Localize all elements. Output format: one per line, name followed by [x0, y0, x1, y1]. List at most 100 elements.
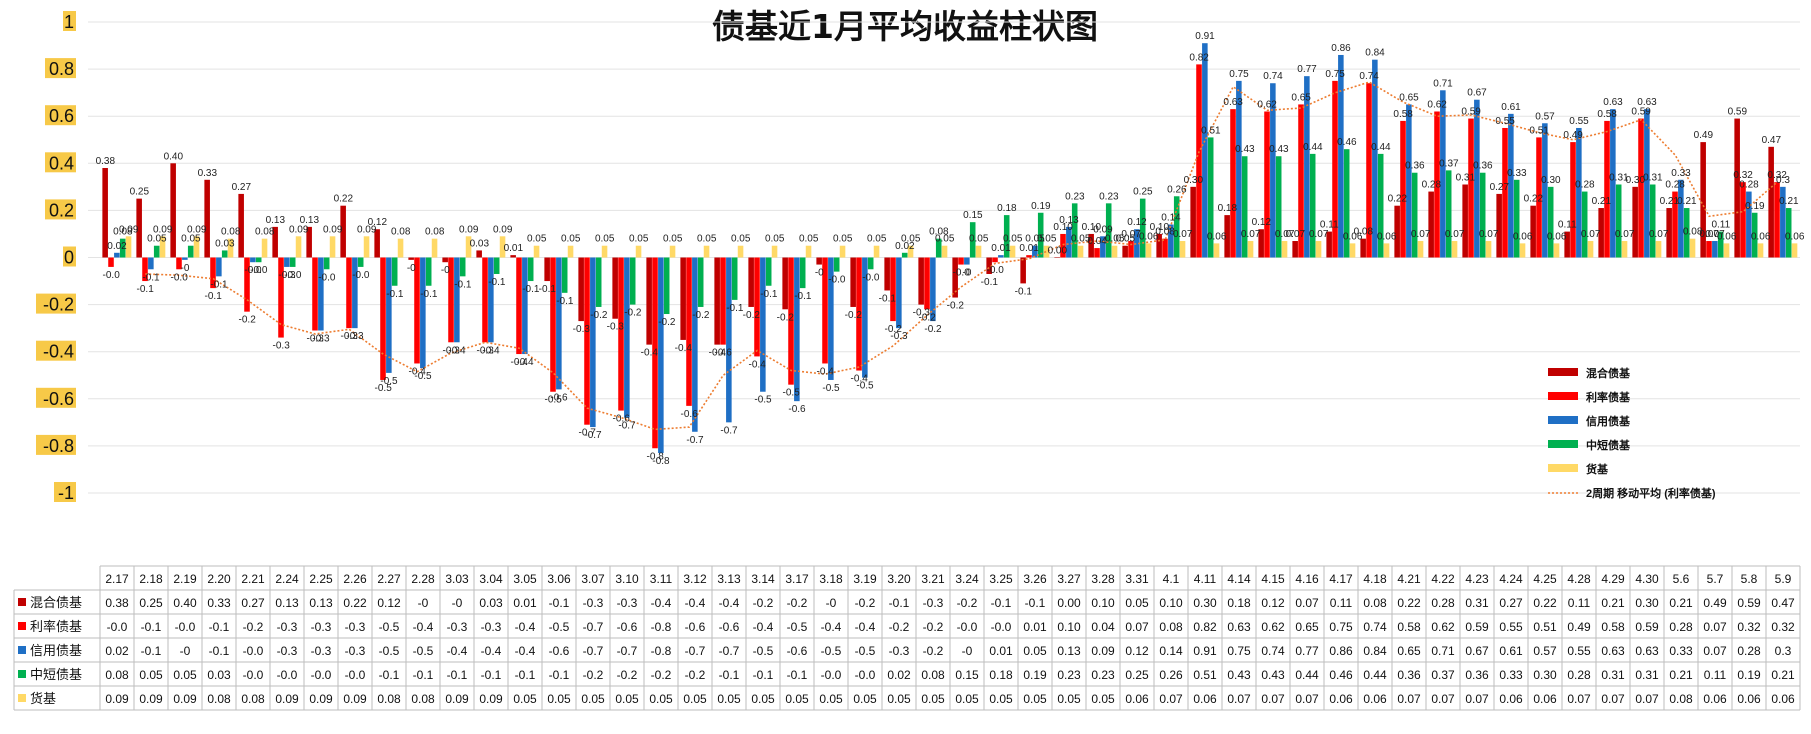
data-label: 0.07: [1411, 229, 1431, 240]
y-tick-label: 0.2: [49, 200, 74, 220]
data-label: -0.3: [913, 308, 931, 319]
table-cell: 0.32: [1737, 620, 1761, 634]
data-label: 0.08: [391, 227, 411, 238]
bar: [1292, 241, 1298, 258]
table-cell: 0.40: [173, 596, 197, 610]
table-cell: 0.08: [1159, 620, 1183, 634]
bar: [1270, 83, 1276, 258]
data-label: 0.23: [1065, 191, 1085, 202]
bar: [964, 257, 970, 265]
category-label: 4.23: [1465, 572, 1489, 586]
bar: [142, 257, 148, 282]
bar: [833, 257, 840, 272]
bar: [221, 250, 228, 258]
bar: [374, 229, 380, 258]
bar: [788, 257, 794, 385]
bar: [1576, 127, 1582, 258]
table-cell: 0.11: [1704, 668, 1727, 682]
table-cell: -0.1: [481, 668, 502, 682]
data-label: 0.05: [527, 234, 547, 245]
bar: [567, 245, 574, 258]
bar: [1145, 243, 1152, 258]
bar: [1683, 208, 1690, 258]
category-label: 3.17: [785, 572, 809, 586]
bar: [1207, 137, 1214, 258]
table-cell: 0.02: [887, 668, 911, 682]
data-label: 0.00: [1048, 246, 1068, 257]
data-label: 0.74: [1263, 71, 1283, 82]
table-row-name: 混合债基: [30, 595, 82, 610]
table-cell: 0.74: [1261, 644, 1285, 658]
bar: [1706, 241, 1712, 258]
bar: [873, 245, 880, 258]
bar: [1712, 241, 1718, 258]
data-label: 0.08: [113, 227, 133, 238]
data-label: 0.21: [1677, 196, 1697, 207]
category-label: 2.28: [411, 572, 435, 586]
table-cell: 0.06: [1499, 692, 1523, 706]
data-label: 0.49: [1694, 130, 1714, 141]
bar: [1332, 80, 1338, 258]
bar: [1037, 212, 1044, 258]
data-label: 0.07: [1445, 229, 1465, 240]
category-label: 2.25: [309, 572, 333, 586]
data-label: 0.32: [1733, 170, 1753, 181]
table-cell: -0.1: [447, 668, 468, 682]
data-label: 0.13: [266, 215, 286, 226]
bar: [1406, 104, 1412, 258]
bar: [890, 257, 896, 322]
y-tick-highlight: [36, 293, 76, 314]
table-cell: 0.46: [1329, 668, 1353, 682]
bar: [737, 245, 744, 258]
table-cell: 0.07: [1601, 692, 1625, 706]
table-cell: -0.1: [141, 620, 162, 634]
bar: [1139, 198, 1146, 258]
table-cell: 0.08: [411, 692, 435, 706]
table-cell: -0.3: [345, 644, 366, 658]
table-cell: -0.5: [821, 644, 842, 658]
table-cell: -0.6: [617, 620, 638, 634]
data-label: -0.1: [879, 293, 897, 304]
data-label: -0.4: [482, 345, 500, 356]
table-cell: -0.1: [413, 668, 434, 682]
bar: [1434, 111, 1440, 258]
table-cell: 0.58: [1601, 620, 1625, 634]
bar: [108, 257, 114, 267]
data-label: 0.19: [1031, 201, 1051, 212]
bar: [1349, 243, 1356, 258]
data-label: 0.57: [1535, 111, 1555, 122]
table-cell: -0.3: [481, 620, 502, 634]
table-cell: 0.63: [1227, 620, 1251, 634]
bar: [1173, 196, 1180, 258]
category-label: 3.06: [547, 572, 571, 586]
data-label: -0.3: [607, 322, 625, 333]
data-label: 0.30: [1541, 175, 1561, 186]
bar: [556, 257, 562, 390]
data-label: 0.75: [1325, 69, 1345, 80]
bar: [930, 257, 936, 322]
table-cell: 0.30: [1533, 668, 1557, 682]
category-label: 3.07: [581, 572, 605, 586]
bar: [482, 257, 488, 343]
table-cell: 0.67: [1465, 644, 1489, 658]
data-label: -0.1: [210, 279, 228, 290]
table-cell: -0.5: [379, 644, 400, 658]
category-label: 4.29: [1601, 572, 1625, 586]
data-label: 0.74: [1359, 71, 1379, 82]
data-label: 0.09: [323, 224, 343, 235]
bar: [1258, 229, 1264, 258]
data-label: -0.1: [556, 296, 574, 307]
bar: [318, 257, 324, 331]
data-label: 0.10: [1082, 222, 1102, 233]
data-label: 0.55: [1495, 116, 1515, 127]
bars: [102, 43, 1798, 453]
table-cell: 0.77: [1295, 644, 1319, 658]
table-cell: -0.1: [991, 596, 1012, 610]
data-label: 0.23: [1099, 191, 1119, 202]
bar: [1383, 243, 1390, 258]
data-label: 0.65: [1399, 92, 1419, 103]
table-cell: 0.12: [1125, 644, 1149, 658]
bar: [204, 179, 210, 258]
table-cell: 0.05: [819, 692, 843, 706]
table-cell: 0.11: [1568, 596, 1591, 610]
